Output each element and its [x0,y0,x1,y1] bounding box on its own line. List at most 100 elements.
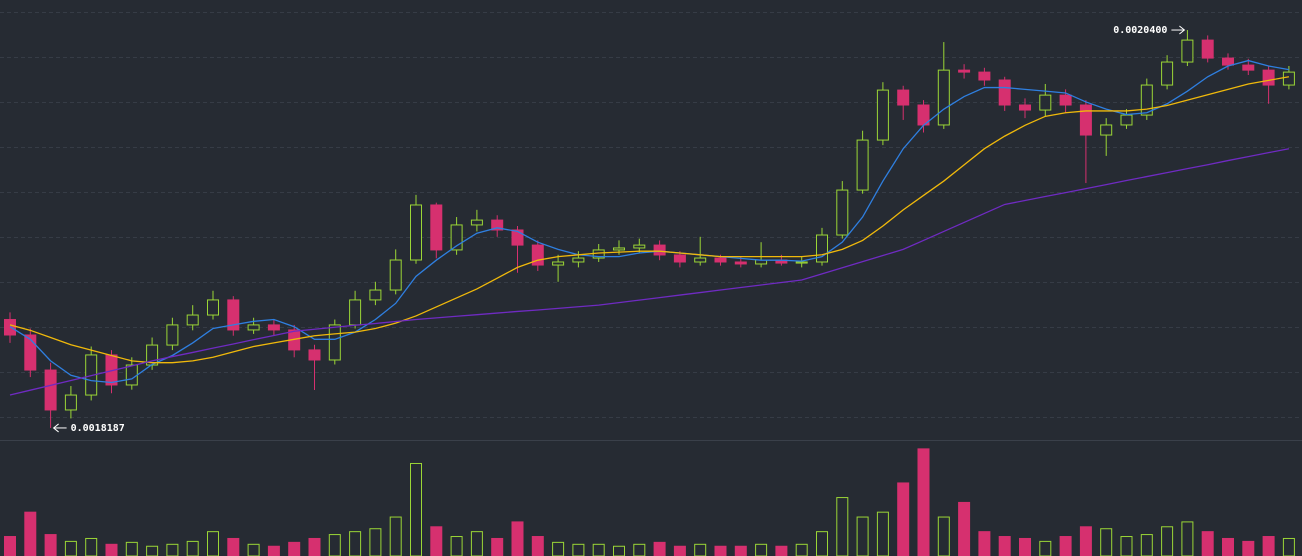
candle-body [125,364,138,386]
candle-body [897,89,910,106]
volume-bar [491,537,504,556]
volume-bar [552,541,565,556]
volume-bar [64,540,77,556]
candle-body [308,349,321,361]
candle-body [247,324,260,331]
candle-body [1161,61,1174,86]
moving-average-line [9,148,1290,396]
candle-body [795,261,808,264]
volume-bar [917,448,930,556]
candle-body [836,189,849,236]
candle-body [633,244,646,249]
volume-bar [430,526,443,556]
volume-bar [978,531,991,556]
volume-bar [349,531,362,556]
volume-bar [1059,536,1072,556]
candle-body [856,139,869,191]
volume-bar [613,545,625,556]
volume-bar [328,534,341,556]
volume-bar [1242,540,1255,556]
candle-body [1059,94,1072,106]
volume-bar [1161,526,1174,556]
volume-bar [836,497,849,556]
volume-bar [308,537,321,556]
volume-bar [1262,536,1275,556]
candle-body [64,394,77,411]
candle-body [328,324,341,361]
moving-average-line [9,59,1290,384]
candle-body [511,229,524,246]
volume-bar [633,543,646,556]
candle-body [349,299,362,326]
candle-body [1222,57,1234,66]
volume-bar [470,531,483,556]
moving-average-line [9,76,1290,364]
candle-body [978,71,991,81]
volume-bar [1201,531,1214,556]
volume-bar [227,537,240,556]
candle-body [653,244,666,256]
volume-bar [186,540,199,556]
candle-body [267,324,280,331]
volume-bar [146,545,159,556]
volume-bar [267,545,280,556]
volume-bar [1140,534,1153,556]
candle-body [389,259,402,291]
volume-bar [1039,540,1052,556]
volume-bar [288,541,301,556]
candle-body [816,234,828,263]
candle-body [734,261,747,265]
volume-bar [125,541,138,556]
volume-bar [694,543,707,556]
volume-bar [1100,528,1113,556]
candle-body [572,257,585,263]
volume-bar [1079,526,1092,556]
candle-body [470,219,483,226]
annotation-arrowhead [52,423,59,433]
volume-bar [897,482,910,556]
volume-bar [856,516,869,556]
candle-body [1242,64,1255,71]
annotation-label: 0.0020400 [1113,25,1167,36]
candle-body [1140,84,1153,116]
volume-bar [998,536,1011,556]
volume-bar [247,543,260,556]
candle-body [958,69,971,73]
candle-body [1181,39,1194,63]
candle-body [24,334,37,371]
volume-bar [44,534,57,556]
volume-bar [4,536,16,556]
candle-body [1120,114,1133,126]
volume-bar [531,536,544,556]
candle-body [430,204,443,251]
candle-body [694,257,707,263]
candle-body [1079,104,1092,136]
candle-body [207,299,219,316]
volume-bar [1282,537,1295,556]
candle-body [998,79,1011,106]
volume-bar [734,545,747,556]
volume-bar [592,543,605,556]
candle-body [369,289,382,301]
candle-body [44,369,57,411]
annotation-arrowhead [1179,25,1186,35]
candle-body [227,299,240,331]
candle-body [531,244,544,266]
candle-body [410,204,422,261]
annotation-label: 0.0018187 [71,423,125,434]
volume-bar [1222,537,1234,556]
candle-body [1262,69,1275,86]
volume-bar [572,543,585,556]
volume-bar [511,521,524,556]
volume-bar [105,543,118,556]
candle-body [491,219,504,231]
candle-body [552,261,565,266]
volume-bar [755,543,768,556]
volume-bar [653,541,666,556]
volume-bar [166,543,179,556]
candle-body [186,314,199,326]
volume-bar [1181,521,1194,556]
volume-bar [714,545,727,556]
volume-bar [937,516,950,556]
